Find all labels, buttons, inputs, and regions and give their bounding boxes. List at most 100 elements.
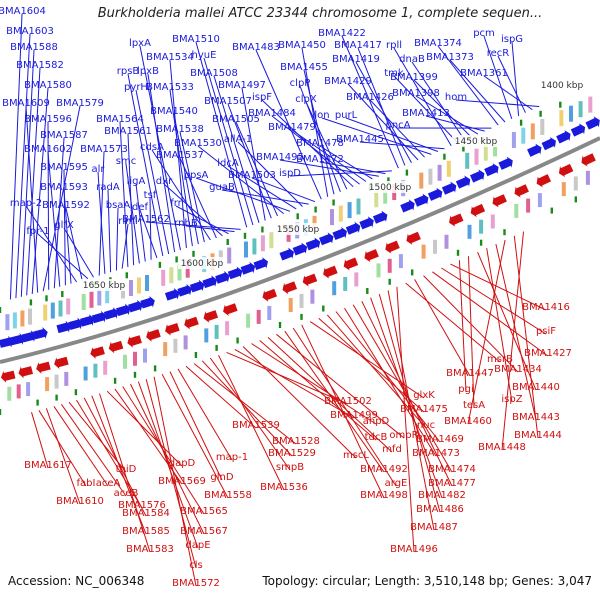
forward-gene-label[interactable]: ispG	[501, 34, 523, 45]
reverse-gene-label[interactable]: BMA1536	[260, 482, 308, 493]
forward-gene-label[interactable]: BMA1479	[268, 122, 316, 133]
reverse-gene-label[interactable]: cls	[189, 560, 203, 571]
forward-gene-label[interactable]: frr	[170, 198, 182, 209]
forward-gene-label[interactable]: allA-1	[224, 134, 252, 145]
reverse-gene-label[interactable]: BMA1610	[56, 496, 104, 507]
forward-gene-label[interactable]: BMA1602	[24, 144, 72, 155]
reverse-gene-label[interactable]: nuc	[417, 420, 435, 431]
forward-gene-label[interactable]: dnaB	[399, 54, 425, 65]
forward-gene-label[interactable]: fpr-1	[26, 226, 49, 237]
forward-gene-label[interactable]: BMA1580	[24, 80, 72, 91]
reverse-gene-label[interactable]: BMA1477	[428, 478, 476, 489]
forward-gene-label[interactable]: BMA1503	[228, 170, 276, 181]
forward-gene-label[interactable]: BMA1537	[156, 150, 204, 161]
reverse-gene-label[interactable]: mfd	[382, 444, 402, 455]
forward-gene-label[interactable]: BMA1579	[56, 98, 104, 109]
reverse-gene-label[interactable]: BMA1498	[360, 490, 408, 501]
forward-gene-label[interactable]: BMA1422	[318, 28, 366, 39]
reverse-gene-label[interactable]: fabI	[77, 478, 96, 489]
reverse-gene-label[interactable]: thiD	[116, 464, 137, 475]
forward-gene-label[interactable]: BMA1373	[426, 52, 474, 63]
forward-gene-label[interactable]: radA	[96, 182, 120, 193]
reverse-gene-label[interactable]: ahpD	[363, 416, 390, 427]
forward-gene-label[interactable]: rpll	[386, 40, 402, 51]
reverse-gene-label[interactable]: glxK	[413, 390, 435, 401]
reverse-gene-label[interactable]: BMA1539	[232, 420, 280, 431]
forward-gene-label[interactable]: BMA1533	[146, 82, 194, 93]
reverse-gene-label[interactable]: ompR	[389, 430, 418, 441]
forward-gene-label[interactable]: BMA1429	[324, 76, 372, 87]
forward-gene-label[interactable]: BMA1508	[190, 68, 238, 79]
reverse-gene-label[interactable]: BMA1444	[514, 430, 562, 441]
forward-gene-label[interactable]: BMA1497	[218, 80, 266, 91]
forward-gene-label[interactable]: BMA1561	[104, 126, 152, 137]
forward-gene-label[interactable]: BMA1587	[40, 130, 88, 141]
forward-gene-label[interactable]: ppsA	[184, 170, 209, 181]
forward-gene-label[interactable]: hom	[445, 92, 467, 103]
forward-gene-label[interactable]: BMA1417	[334, 40, 382, 51]
forward-gene-label[interactable]: BMA1595	[40, 162, 88, 173]
forward-gene-label[interactable]: BMA1426	[346, 92, 394, 103]
reverse-gene-label[interactable]: mscL	[343, 450, 369, 461]
forward-gene-label[interactable]: BMA1374	[414, 38, 462, 49]
forward-gene-label[interactable]: BMA1564	[96, 114, 144, 125]
forward-gene-label[interactable]: tsf	[144, 190, 157, 201]
forward-gene-label[interactable]: BMA1538	[156, 124, 204, 135]
forward-gene-label[interactable]: BMA1507	[204, 96, 252, 107]
forward-gene-label[interactable]: BMA1510	[172, 34, 220, 45]
forward-gene-label[interactable]: BMA1593	[40, 182, 88, 193]
reverse-gene-label[interactable]: BMA1434	[494, 364, 542, 375]
forward-gene-label[interactable]: BMA1450	[278, 40, 326, 51]
reverse-gene-label[interactable]: tesA	[463, 400, 485, 411]
reverse-gene-label[interactable]: BMA1469	[416, 434, 464, 445]
forward-gene-label[interactable]: BMA1398	[392, 88, 440, 99]
forward-gene-label[interactable]: BMA1484	[248, 108, 296, 119]
forward-gene-label[interactable]: rnhB	[174, 218, 198, 229]
forward-gene-label[interactable]: BMA1604	[0, 6, 46, 17]
forward-gene-label[interactable]: lpxA	[129, 38, 151, 49]
reverse-gene-label[interactable]: dapD	[169, 458, 196, 469]
reverse-gene-label[interactable]: BMA1460	[444, 416, 492, 427]
forward-gene-label[interactable]: pyrH	[124, 82, 148, 93]
reverse-gene-label[interactable]: BMA1572	[172, 578, 220, 589]
forward-gene-label[interactable]: BMA1399	[390, 72, 438, 83]
forward-gene-label[interactable]: guaB	[209, 182, 235, 193]
forward-gene-label[interactable]: glfX	[54, 220, 74, 231]
reverse-gene-label[interactable]: BMA1617	[24, 460, 72, 471]
forward-gene-label[interactable]: hyuE	[192, 50, 217, 61]
reverse-gene-label[interactable]: BMA1447	[446, 368, 494, 379]
reverse-gene-label[interactable]: argE	[385, 478, 408, 489]
forward-gene-label[interactable]: BMA1573	[80, 144, 128, 155]
reverse-gene-label[interactable]: BMA1487	[410, 522, 458, 533]
reverse-gene-label[interactable]: BMA1443	[512, 412, 560, 423]
forward-gene-label[interactable]: BMA1413	[402, 108, 450, 119]
forward-gene-label[interactable]: BMA1562	[122, 214, 170, 225]
reverse-gene-label[interactable]: BMA1584	[122, 508, 170, 519]
forward-gene-label[interactable]: ispD	[279, 168, 301, 179]
forward-gene-label[interactable]: BMA1419	[332, 54, 380, 65]
forward-gene-label[interactable]: pncA	[385, 120, 410, 131]
forward-gene-label[interactable]: BMA1445	[336, 134, 384, 145]
forward-gene-label[interactable]: clpP	[290, 78, 311, 89]
forward-gene-label[interactable]: ispF	[252, 92, 272, 103]
forward-gene-label[interactable]: BMA1530	[174, 138, 222, 149]
reverse-gene-label[interactable]: ispZ	[501, 394, 522, 405]
reverse-gene-label[interactable]: BMA1474	[428, 464, 476, 475]
reverse-gene-label[interactable]: BMA1583	[126, 544, 174, 555]
forward-gene-label[interactable]: purL	[335, 110, 358, 121]
forward-gene-label[interactable]: dxr	[156, 176, 173, 187]
forward-gene-label[interactable]: BMA1361	[460, 68, 508, 79]
forward-gene-label[interactable]: BMA1483	[232, 42, 280, 53]
reverse-gene-label[interactable]: BMA1473	[412, 448, 460, 459]
reverse-gene-label[interactable]: BMA1440	[512, 382, 560, 393]
forward-gene-label[interactable]: BMA1609	[2, 98, 50, 109]
forward-gene-label[interactable]: BMA1455	[280, 62, 328, 73]
forward-gene-label[interactable]: lon	[314, 110, 329, 121]
forward-gene-label[interactable]: alr	[91, 164, 105, 175]
forward-gene-label[interactable]: def	[132, 202, 149, 213]
reverse-gene-label[interactable]: smpB	[276, 462, 304, 473]
forward-gene-label[interactable]: recR	[487, 48, 510, 59]
forward-gene-label[interactable]: clpX	[295, 94, 317, 105]
forward-gene-label[interactable]: bsaA	[106, 200, 131, 211]
reverse-gene-label[interactable]: BMA1482	[418, 490, 466, 501]
